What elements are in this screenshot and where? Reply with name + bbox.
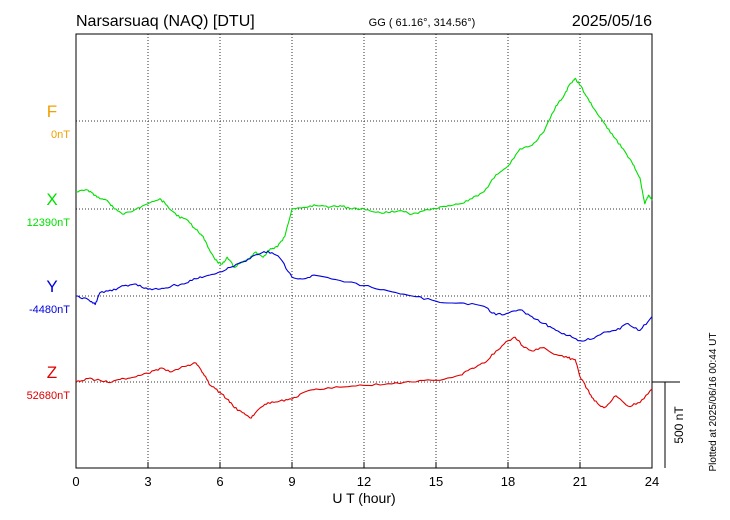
x-tick-label: 24 [645, 474, 659, 489]
chart-date: 2025/05/16 [572, 13, 652, 30]
series-line-x [75, 77, 653, 269]
x-tick-label: 21 [573, 474, 587, 489]
series-baseline-f: 0nT [51, 129, 70, 141]
x-tick-label: 9 [288, 474, 295, 489]
geographic-coordinates: GG ( 61.16°, 314.56°) [369, 17, 476, 29]
series-name-z: Z [47, 363, 57, 382]
series-name-y: Y [46, 277, 57, 296]
series-line-y [75, 250, 653, 342]
scale-bar-label: 500 nT [672, 406, 686, 444]
plotted-timestamp: Plotted at 2025/06/16 00:44 UT [708, 333, 719, 472]
grid-lines [76, 34, 652, 468]
series-baseline-y: -4480nT [29, 304, 70, 316]
scale-bar: 500 nT [652, 381, 686, 468]
series-line-z [75, 336, 653, 419]
series-name-x: X [46, 190, 57, 209]
data-series [75, 77, 653, 419]
x-axis-label: U T (hour) [332, 490, 395, 506]
series-name-f: F [47, 102, 57, 121]
x-tick-label: 6 [216, 474, 223, 489]
series-baseline-z: 52680nT [27, 390, 71, 402]
x-tick-label: 3 [144, 474, 151, 489]
station-title: Narsarsuaq (NAQ) [DTU] [76, 13, 255, 30]
series-labels: F 0nT X 12390nT Y -4480nT Z 52680nT [27, 102, 71, 402]
x-tick-label: 12 [357, 474, 371, 489]
x-tick-label: 0 [72, 474, 79, 489]
x-axis-ticks: 0 3 6 9 12 15 18 21 24 [72, 462, 659, 489]
series-baseline-x: 12390nT [27, 217, 71, 229]
x-tick-label: 15 [429, 474, 443, 489]
x-tick-label: 18 [501, 474, 515, 489]
